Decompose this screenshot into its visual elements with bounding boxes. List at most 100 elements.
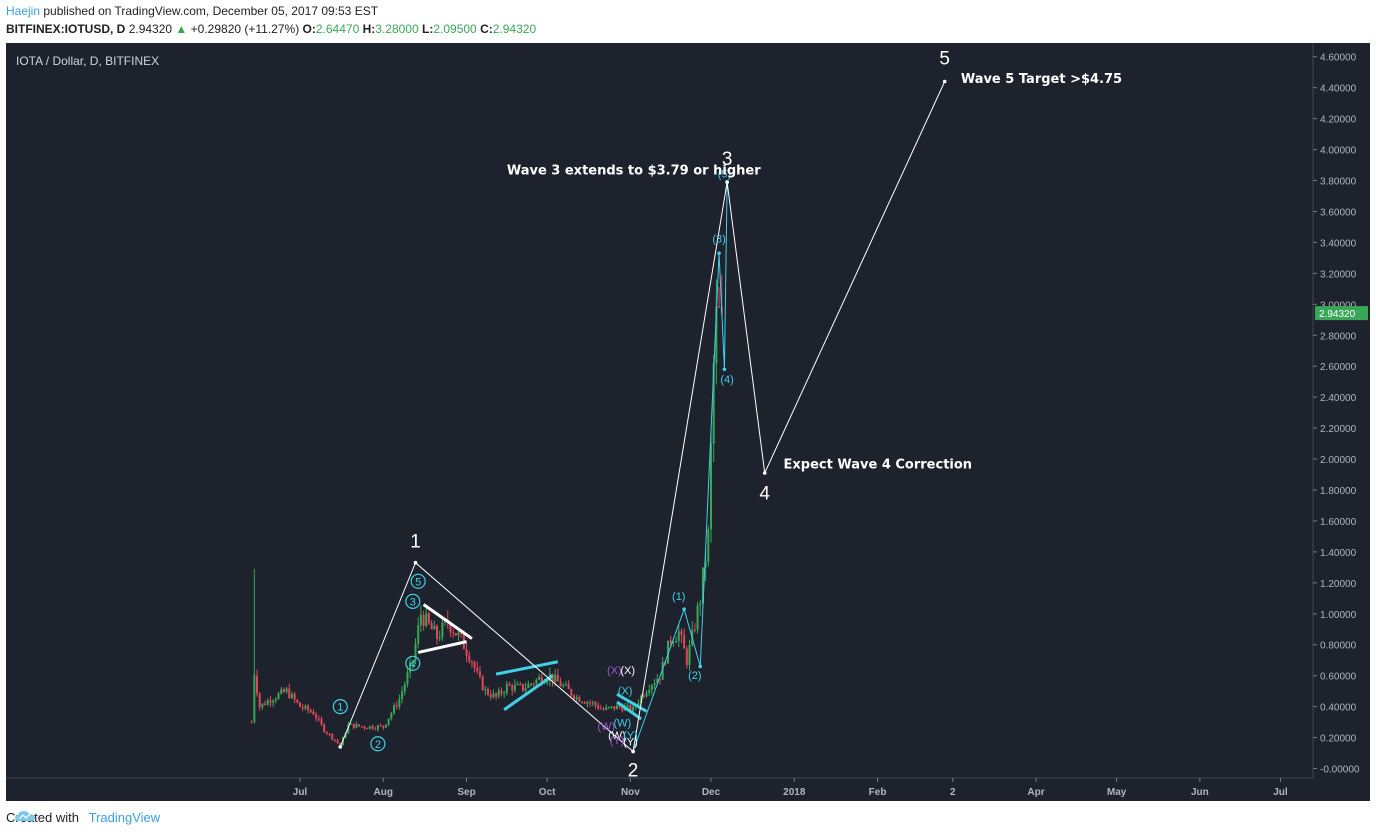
annotation-text: Wave 5 Target >$4.75 <box>961 72 1122 87</box>
symbol-info: BITFINEX:IOTUSD, D 2.94320 ▲ +0.29820 (+… <box>6 22 536 36</box>
candle-body <box>387 718 390 725</box>
candle-body <box>556 674 559 682</box>
candle-body <box>269 700 272 703</box>
x-tick-label: Aug <box>374 787 393 798</box>
candle-body <box>481 676 484 691</box>
candle-body <box>650 685 653 690</box>
published-text: published on TradingView.com, December 0… <box>43 4 379 18</box>
candle-body <box>583 702 586 704</box>
wave-label: 5 <box>415 576 421 588</box>
candle-body <box>425 613 428 627</box>
candle-body <box>336 740 339 743</box>
candle-body <box>615 705 618 710</box>
y-tick-label: 3.00000 <box>1320 300 1357 311</box>
candle-body <box>613 706 616 710</box>
author-link[interactable]: Haejin <box>6 4 41 18</box>
candle-body <box>699 603 702 606</box>
candle-body <box>264 703 267 705</box>
candle-body <box>347 724 350 734</box>
candle-body <box>677 631 680 641</box>
wave-point <box>942 79 947 84</box>
candle-body <box>621 706 624 711</box>
y-tick-label: -0.00000 <box>1320 765 1360 776</box>
y-tick-label: 2.20000 <box>1320 424 1357 435</box>
candle-body <box>495 693 498 697</box>
y-tick-label: 1.60000 <box>1320 517 1357 528</box>
candle-body <box>384 724 387 728</box>
chart-svg[interactable]: 1234512345(1)(2)(3)(4)(5)(X)(X)(X)(W)(W)… <box>6 43 1370 801</box>
candle-body <box>355 724 358 728</box>
candle-body <box>653 683 656 686</box>
candle-body <box>360 726 363 728</box>
candle-body <box>414 643 417 661</box>
wave-label: 4 <box>759 483 770 504</box>
candle-body <box>505 684 508 693</box>
candle-body <box>715 306 718 364</box>
wave-label: 1 <box>410 531 421 552</box>
candle-body <box>718 306 721 308</box>
candle-body <box>599 708 602 710</box>
candle-body <box>661 661 664 680</box>
candle-body <box>401 691 404 699</box>
triangle-upper-line <box>422 603 473 640</box>
candle-body <box>701 567 704 604</box>
candle-body <box>285 688 288 693</box>
x-tick-label: 2018 <box>783 787 806 798</box>
candle-body <box>656 679 659 684</box>
tradingview-link[interactable]: TradingView <box>88 810 161 825</box>
chart-area[interactable]: 1 2 3 4 5 1 2 3 4 5 (1) (2) (3) (4) (5) (X) (X) (X) (W) (W)… <box>6 43 1370 801</box>
candle-body <box>449 622 452 633</box>
candle-body <box>436 625 438 639</box>
candle-body <box>516 684 519 686</box>
candle-body <box>637 703 640 706</box>
x-tick-label: Jun <box>1191 787 1209 798</box>
y-tick-label: 4.00000 <box>1320 146 1357 157</box>
flag-upper-line <box>495 660 559 676</box>
candle-body <box>685 648 688 666</box>
x-tick-label: Jul <box>293 787 308 798</box>
low-label: L: <box>422 22 434 36</box>
wave-label: 5 <box>939 48 950 69</box>
candle-body <box>411 660 414 663</box>
wedge-lower-line <box>616 700 643 721</box>
axes[interactable]: 4.60000 4.40000 4.20000 4.00000 3.80000 3.600… <box>6 43 1368 798</box>
wave-label: 2 <box>628 760 639 781</box>
candle-body <box>693 629 696 631</box>
candle-body <box>376 725 379 730</box>
candle-body <box>374 728 377 730</box>
y-tick-label: 1.40000 <box>1320 548 1357 559</box>
candle-body <box>680 631 683 635</box>
candle-body <box>258 693 261 708</box>
candle-body <box>352 723 355 728</box>
candle-body <box>586 702 589 704</box>
candle-body <box>368 726 371 729</box>
candle-body <box>433 625 436 630</box>
candle-body <box>296 699 299 703</box>
candle-body <box>320 718 323 725</box>
candle-body <box>492 693 495 698</box>
candle-body <box>476 668 479 672</box>
wave-label-circle <box>332 699 348 715</box>
x-tick-label: Apr <box>1027 787 1044 798</box>
wave-label: 2 <box>375 739 381 751</box>
close-label: C: <box>480 22 493 36</box>
symbol-name: BITFINEX:IOTUSD, D <box>6 22 126 36</box>
candle-body <box>696 605 699 630</box>
y-tick-label: 1.00000 <box>1320 610 1357 621</box>
candle-body <box>323 724 326 733</box>
candle-body <box>293 694 296 700</box>
candle-body <box>417 625 420 644</box>
wave-point <box>722 367 727 372</box>
y-tick-label: 2.00000 <box>1320 455 1357 466</box>
candle-body <box>648 689 651 693</box>
wave-label: (X) <box>620 665 635 677</box>
candle-body <box>513 684 516 691</box>
candle-body <box>382 725 385 728</box>
candle-body <box>530 683 533 685</box>
candle-body <box>578 697 581 702</box>
wave-label: 3 <box>722 149 733 170</box>
y-tick-label: 0.40000 <box>1320 703 1357 714</box>
candle-body <box>594 702 597 706</box>
candle-body <box>304 705 307 709</box>
wave-point <box>762 471 767 475</box>
